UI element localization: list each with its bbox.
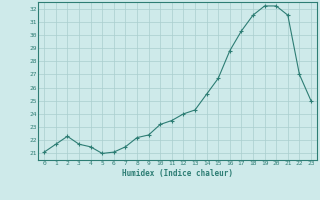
X-axis label: Humidex (Indice chaleur): Humidex (Indice chaleur)	[122, 169, 233, 178]
